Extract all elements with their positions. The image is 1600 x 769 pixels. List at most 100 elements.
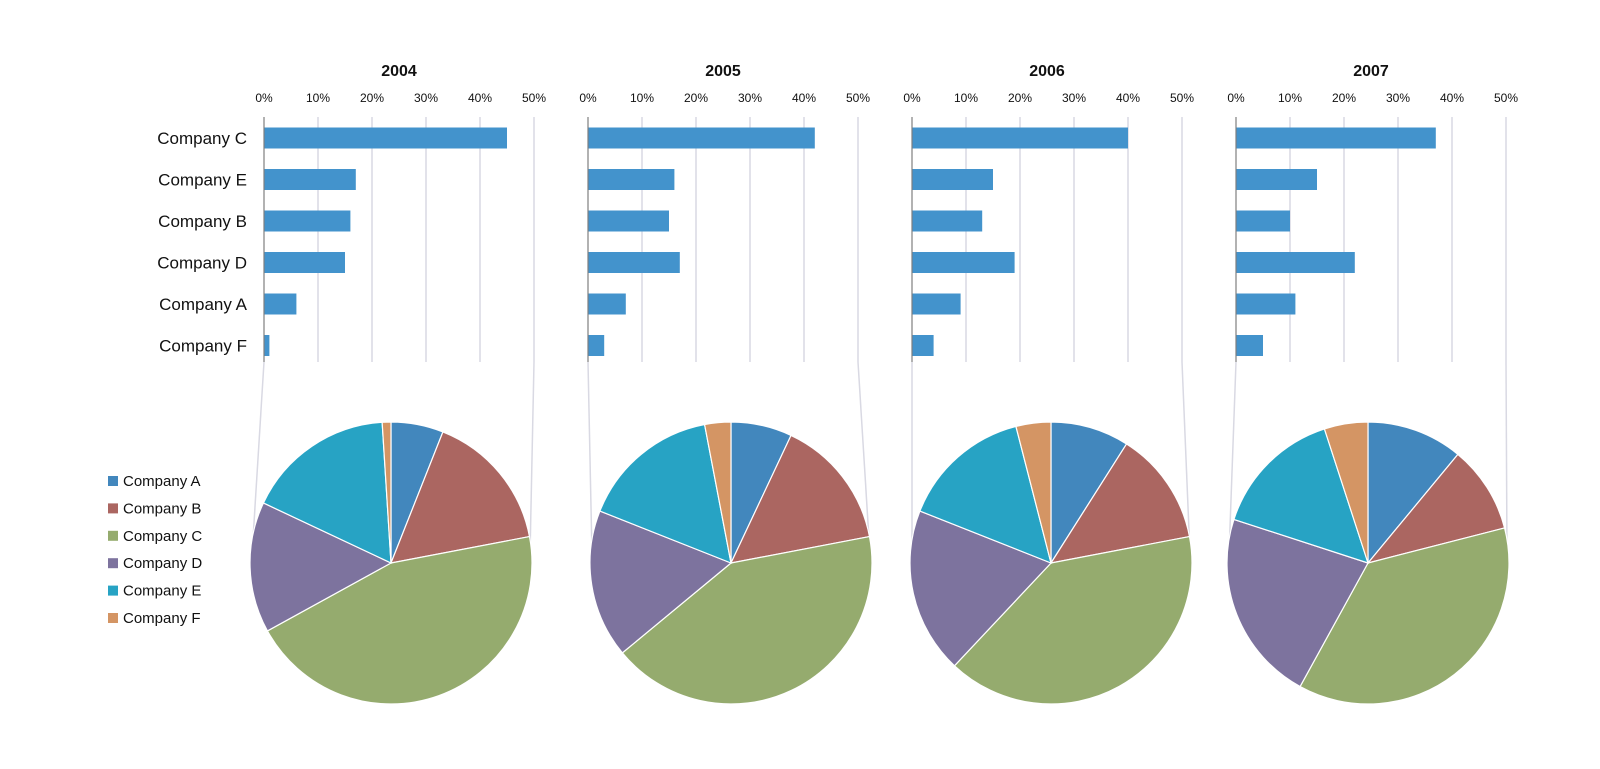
bar	[1236, 252, 1355, 273]
pie-slice	[1323, 421, 1369, 564]
pie-slice	[390, 431, 531, 564]
legend-label: Company A	[123, 473, 201, 490]
bar-panel-2006: 2006 0% 10% 20% 30% 40% 50%	[903, 63, 1194, 556]
pie-2004	[249, 421, 533, 705]
x-tick-label: 0%	[255, 91, 273, 105]
panel-title: 2006	[1029, 63, 1065, 80]
x-tick-label: 40%	[1440, 91, 1464, 105]
panel-title: 2005	[705, 63, 741, 80]
bar	[264, 210, 351, 232]
bar-panel-2004: 2004 0% 10% 20% 30% 40% 50% Company C Company E C…	[157, 63, 546, 556]
bar	[912, 127, 1128, 149]
bar	[912, 335, 934, 356]
legend-label: Company C	[123, 528, 202, 545]
bar	[1236, 210, 1290, 232]
bar	[588, 335, 605, 356]
pie-slice	[1226, 518, 1369, 688]
legend-swatch	[108, 530, 118, 541]
legend: Company A Company B Company C Company D Comp…	[108, 473, 202, 627]
pie-slice	[1015, 421, 1052, 564]
legend-swatch	[108, 503, 118, 514]
bar	[264, 335, 270, 356]
x-tick-label: 20%	[684, 91, 708, 105]
x-tick-label: 30%	[1386, 91, 1410, 105]
bar-panel-2005: 2005 0% 10% 20% 30% 40% 50%	[579, 63, 871, 556]
legend-label: Company E	[123, 583, 201, 600]
pie-slice	[1233, 428, 1369, 564]
x-tick-label: 50%	[1170, 91, 1194, 105]
x-tick-label: 50%	[1494, 91, 1518, 105]
pie-slice	[919, 425, 1052, 564]
connector-line	[529, 361, 535, 556]
connector-line	[1228, 361, 1237, 556]
category-label: Company E	[158, 171, 247, 190]
bar	[912, 252, 1015, 273]
category-label: Company B	[158, 212, 247, 231]
pie-slice	[1049, 443, 1191, 564]
legend-swatch	[108, 585, 118, 596]
bar	[588, 210, 669, 232]
x-tick-label: 0%	[579, 91, 597, 105]
x-tick-label: 30%	[1062, 91, 1086, 105]
pie-slice	[1367, 421, 1459, 565]
pie-slice	[1299, 527, 1510, 705]
pie-slice	[599, 423, 732, 564]
connector-line	[587, 361, 593, 556]
legend-swatch	[108, 558, 118, 569]
bar	[264, 293, 297, 315]
category-label: Company D	[157, 254, 247, 273]
bar	[912, 210, 983, 232]
bar	[912, 293, 961, 315]
x-tick-label: 40%	[792, 91, 816, 105]
legend-label: Company B	[123, 500, 201, 517]
pie-2007	[1226, 421, 1510, 705]
pie-slice	[266, 535, 533, 705]
connector-line	[857, 361, 871, 556]
pie-slice	[1050, 421, 1128, 566]
bar	[912, 169, 993, 190]
bar	[1236, 293, 1296, 315]
legend-swatch	[108, 476, 118, 486]
legend-swatch	[108, 613, 118, 623]
x-tick-label: 20%	[1008, 91, 1032, 105]
bar	[588, 127, 815, 149]
x-tick-label: 10%	[306, 91, 330, 105]
x-tick-label: 20%	[1332, 91, 1356, 105]
pie-slice	[262, 421, 392, 564]
x-tick-label: 30%	[414, 91, 438, 105]
pie-slice	[589, 510, 733, 654]
pie-slice	[249, 502, 393, 632]
bar-panel-2007: 2007 0% 10% 20% 30% 40% 50%	[1227, 63, 1518, 556]
pie-slice	[381, 421, 392, 564]
x-tick-label: 40%	[1116, 91, 1140, 105]
category-label: Company A	[159, 295, 248, 314]
x-tick-label: 0%	[903, 91, 921, 105]
x-tick-label: 20%	[360, 91, 384, 105]
category-label: Company F	[159, 337, 247, 356]
pie-slice	[1366, 453, 1506, 565]
bar	[1236, 169, 1317, 190]
pie-2006	[909, 421, 1193, 705]
bar	[1236, 335, 1263, 356]
x-tick-label: 10%	[630, 91, 654, 105]
pie-slice	[909, 510, 1053, 667]
pie-slice	[621, 535, 873, 705]
bar	[264, 252, 345, 273]
x-tick-label: 40%	[468, 91, 492, 105]
x-tick-label: 50%	[846, 91, 870, 105]
pie-slice	[729, 434, 871, 564]
connector-line	[251, 361, 265, 556]
bar	[588, 252, 680, 273]
bar	[588, 293, 626, 315]
panel-title: 2007	[1353, 63, 1389, 80]
x-tick-label: 30%	[738, 91, 762, 105]
bar	[588, 169, 675, 190]
bar	[1236, 127, 1436, 149]
panel-title: 2004	[381, 63, 417, 80]
x-tick-label: 50%	[522, 91, 546, 105]
pie-2005	[589, 421, 873, 705]
pie-slice	[703, 421, 732, 564]
bar	[264, 127, 507, 149]
pie-slice	[953, 535, 1193, 705]
